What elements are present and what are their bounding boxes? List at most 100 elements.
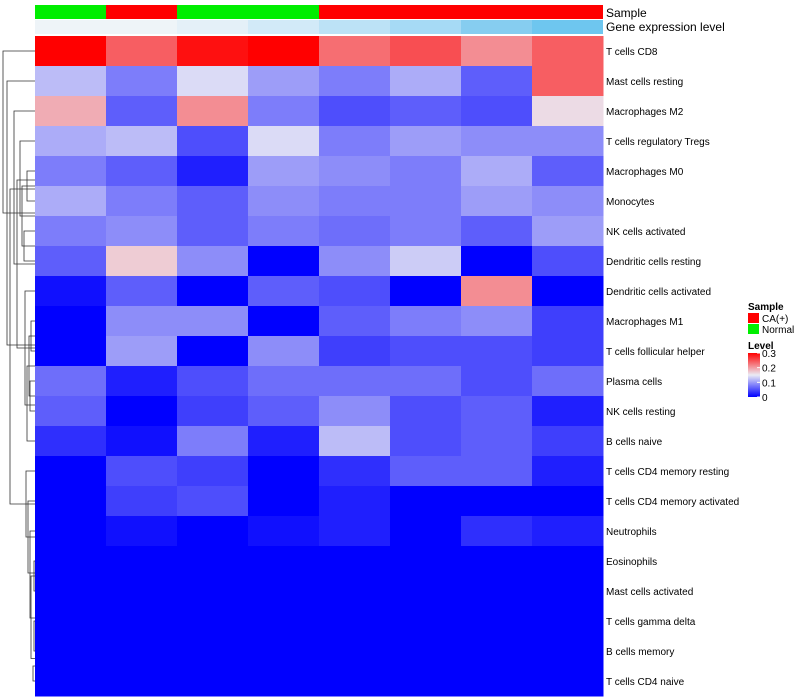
heatmap-cell [106,36,178,67]
legend-level: Level 0.3 0.2 0.1 0 [748,341,776,404]
heatmap-cell [319,606,391,637]
heatmap-cell [319,246,391,277]
heatmap-cell [106,396,178,427]
heatmap-cell [35,606,107,637]
heatmap-cell [248,486,320,517]
heatmap-cell [106,516,178,547]
heatmap-cell [248,366,320,397]
heatmap-cell [106,156,178,187]
gene-expression-annotation-cell [106,20,177,34]
row-label: T cells regulatory Tregs [606,137,710,148]
heatmap-cell [319,576,391,607]
heatmap-cell [532,96,604,127]
heatmap-cell [248,426,320,457]
heatmap-cell [390,216,462,247]
heatmap-cell [461,276,533,307]
heatmap-cell [390,66,462,97]
heatmap-cell [461,636,533,667]
heatmap-cell [248,246,320,277]
heatmap-cell [319,396,391,427]
heatmap-cell [106,366,178,397]
heatmap-cell [35,636,107,667]
heatmap-cell [248,156,320,187]
legend-level-tick-label: 0.3 [762,349,776,360]
row-label: NK cells activated [606,227,685,238]
heatmap-cell [177,396,249,427]
dendrogram-branch [19,140,35,217]
heatmap-cell [390,246,462,277]
heatmap-cell [248,516,320,547]
sample-annotation-cell [35,5,106,19]
legend-sample-swatch [748,313,759,323]
heatmap-cell [106,96,178,127]
heatmap-cell [461,426,533,457]
legend-sample-title: Sample [748,302,784,313]
heatmap-cell [35,36,107,67]
heatmap-cell [106,246,178,277]
heatmap-cell [461,216,533,247]
heatmap-cell [177,546,249,577]
dendrogram-branch [2,50,35,214]
heatmap-cell [461,126,533,157]
heatmap-cell [461,186,533,217]
legend-level-tick-label: 0 [762,393,768,404]
heatmap-cell [390,36,462,67]
heatmap-cell [248,576,320,607]
heatmap-cell [319,366,391,397]
heatmap-cell [461,486,533,517]
heatmap-cell [532,246,604,277]
heatmap-cell [461,366,533,397]
heatmap-cell [106,276,178,307]
heatmap-cell [390,336,462,367]
row-label: Mast cells resting [606,77,683,88]
legend-level-title: Level [748,341,774,352]
heatmap-cell [461,336,533,367]
row-label: Macrophages M2 [606,107,684,118]
heatmap-cell [35,336,107,367]
dendrogram-branch [29,530,35,619]
heatmap-cell [532,336,604,367]
row-label: Macrophages M1 [606,317,684,328]
annotation-labels: Sample Gene expression level [606,6,725,34]
heatmap-cell [390,366,462,397]
heatmap-cell [532,186,604,217]
heatmap-cell [390,96,462,127]
heatmap-cell [35,486,107,517]
heatmap-cell [35,456,107,487]
heatmap-cell [248,336,320,367]
heatmap-cell [532,306,604,337]
heatmap-cell [319,216,391,247]
dendrogram-branch [30,575,35,659]
annotation-label-gene-expression: Gene expression level [606,20,725,34]
heatmap-cell [461,576,533,607]
heatmap-cell [461,246,533,277]
dendrogram-branch [26,365,35,442]
sample-annotation-cell [390,5,461,19]
gene-expression-annotation-cell [532,20,603,34]
heatmap-cell [248,456,320,487]
gene-expression-annotation-cell [461,20,532,34]
heatmap-cell [177,276,249,307]
row-label: T cells gamma delta [606,617,696,628]
heatmap-cell [106,216,178,247]
row-label: NK cells resting [606,407,675,418]
sample-annotation-cell [248,5,319,19]
heatmap-cell [532,366,604,397]
heatmap-cell [461,666,533,697]
heatmap-cell [35,96,107,127]
heatmap-cell [177,36,249,67]
heatmap-cell [319,546,391,577]
heatmap-cell [177,666,249,697]
heatmap-cell [319,306,391,337]
heatmap-cell [390,486,462,517]
heatmap-cell [106,426,178,457]
heatmap-cell [35,366,107,397]
heatmap-cell [106,666,178,697]
heatmap-cell [177,216,249,247]
heatmap-cell [106,456,178,487]
heatmap-cell [319,486,391,517]
heatmap-cell [248,276,320,307]
heatmap-cell [390,576,462,607]
gene-expression-annotation-cell [35,20,106,34]
